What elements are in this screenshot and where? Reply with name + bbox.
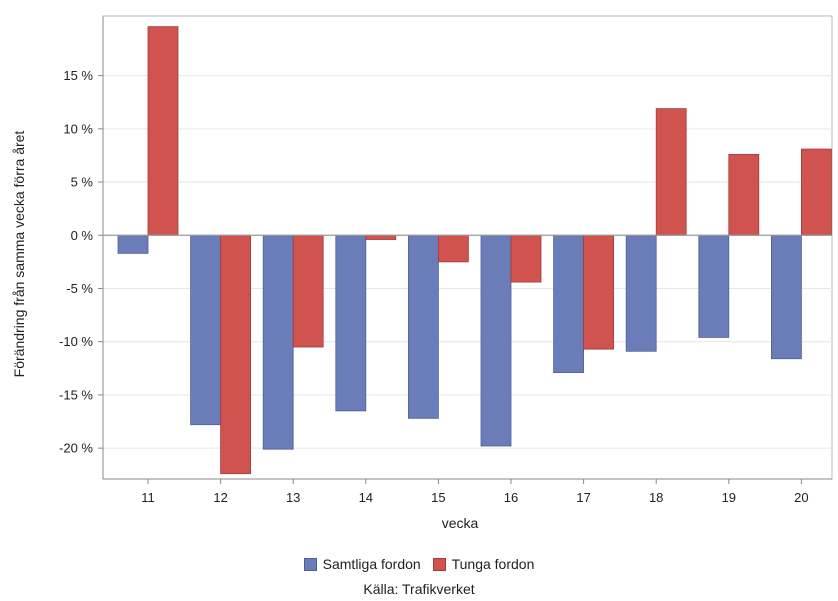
- x-tick-labels: 11 12 13 14 15 16 17 18 19 20: [141, 490, 808, 505]
- bar-samtliga-19: [698, 234, 730, 338]
- y-tick-label: 0 %: [71, 228, 94, 243]
- bar-tunga-17: [583, 234, 614, 350]
- bar-samtliga-20: [771, 234, 802, 360]
- y-tick-label: 15 %: [63, 68, 93, 83]
- y-tick-label: -10 %: [59, 334, 93, 349]
- bar-tunga-12: [220, 234, 252, 475]
- legend-label-samtliga: Samtliga fordon: [322, 556, 421, 572]
- x-tick-label: 17: [576, 490, 590, 505]
- y-tick-label: 5 %: [71, 175, 94, 190]
- bar-samtliga-14: [335, 234, 367, 412]
- bar-samtliga-13: [262, 234, 294, 450]
- bar-tunga-15: [437, 234, 469, 263]
- bar-tunga-19: [728, 153, 760, 236]
- bar-tunga-13: [292, 234, 324, 348]
- bar-samtliga-17: [553, 234, 584, 373]
- bars: [117, 26, 832, 475]
- y-axis-title: Förändring från samma vecka förra året: [11, 131, 27, 378]
- x-tick-label: 20: [794, 490, 808, 505]
- legend-swatch-samtliga: [303, 557, 317, 571]
- x-tick-label: 16: [504, 490, 518, 505]
- bar-tunga-18: [655, 108, 687, 236]
- y-tick-label: -20 %: [59, 441, 93, 456]
- bar-samtliga-18: [625, 234, 657, 352]
- bar-tunga-16: [510, 234, 542, 283]
- axes: [98, 16, 832, 484]
- legend: Samtliga fordon Tunga fordon: [0, 556, 838, 574]
- bar-tunga-20: [801, 148, 832, 236]
- x-tick-label: 11: [141, 490, 155, 505]
- legend-item-tunga: Tunga fordon: [432, 556, 535, 572]
- legend-item-samtliga: Samtliga fordon: [303, 556, 421, 572]
- x-tick-label: 18: [649, 490, 663, 505]
- y-tick-label: 10 %: [63, 121, 93, 136]
- legend-label-tunga: Tunga fordon: [451, 556, 535, 572]
- source-note: Källa: Trafikverket: [363, 581, 475, 597]
- bar-tunga-11: [147, 26, 179, 236]
- bar-samtliga-15: [407, 234, 439, 419]
- bar-samtliga-16: [480, 234, 512, 447]
- legend-swatch-tunga: [432, 557, 446, 571]
- x-tick-label: 19: [722, 490, 736, 505]
- y-tick-label: -5 %: [66, 281, 93, 296]
- x-tick-label: 12: [213, 490, 227, 505]
- x-tick-label: 14: [359, 490, 373, 505]
- y-tick-labels: 15 % 10 % 5 % 0 % -5 % -10 % -15 % -20 %: [59, 68, 93, 456]
- x-tick-label: 15: [431, 490, 445, 505]
- y-tick-label: -15 %: [59, 387, 93, 402]
- x-axis-title: vecka: [442, 515, 479, 531]
- bar-samtliga-11: [117, 234, 149, 254]
- bar-tunga-14: [365, 234, 397, 240]
- x-tick-label: 13: [286, 490, 300, 505]
- bar-samtliga-12: [190, 234, 222, 426]
